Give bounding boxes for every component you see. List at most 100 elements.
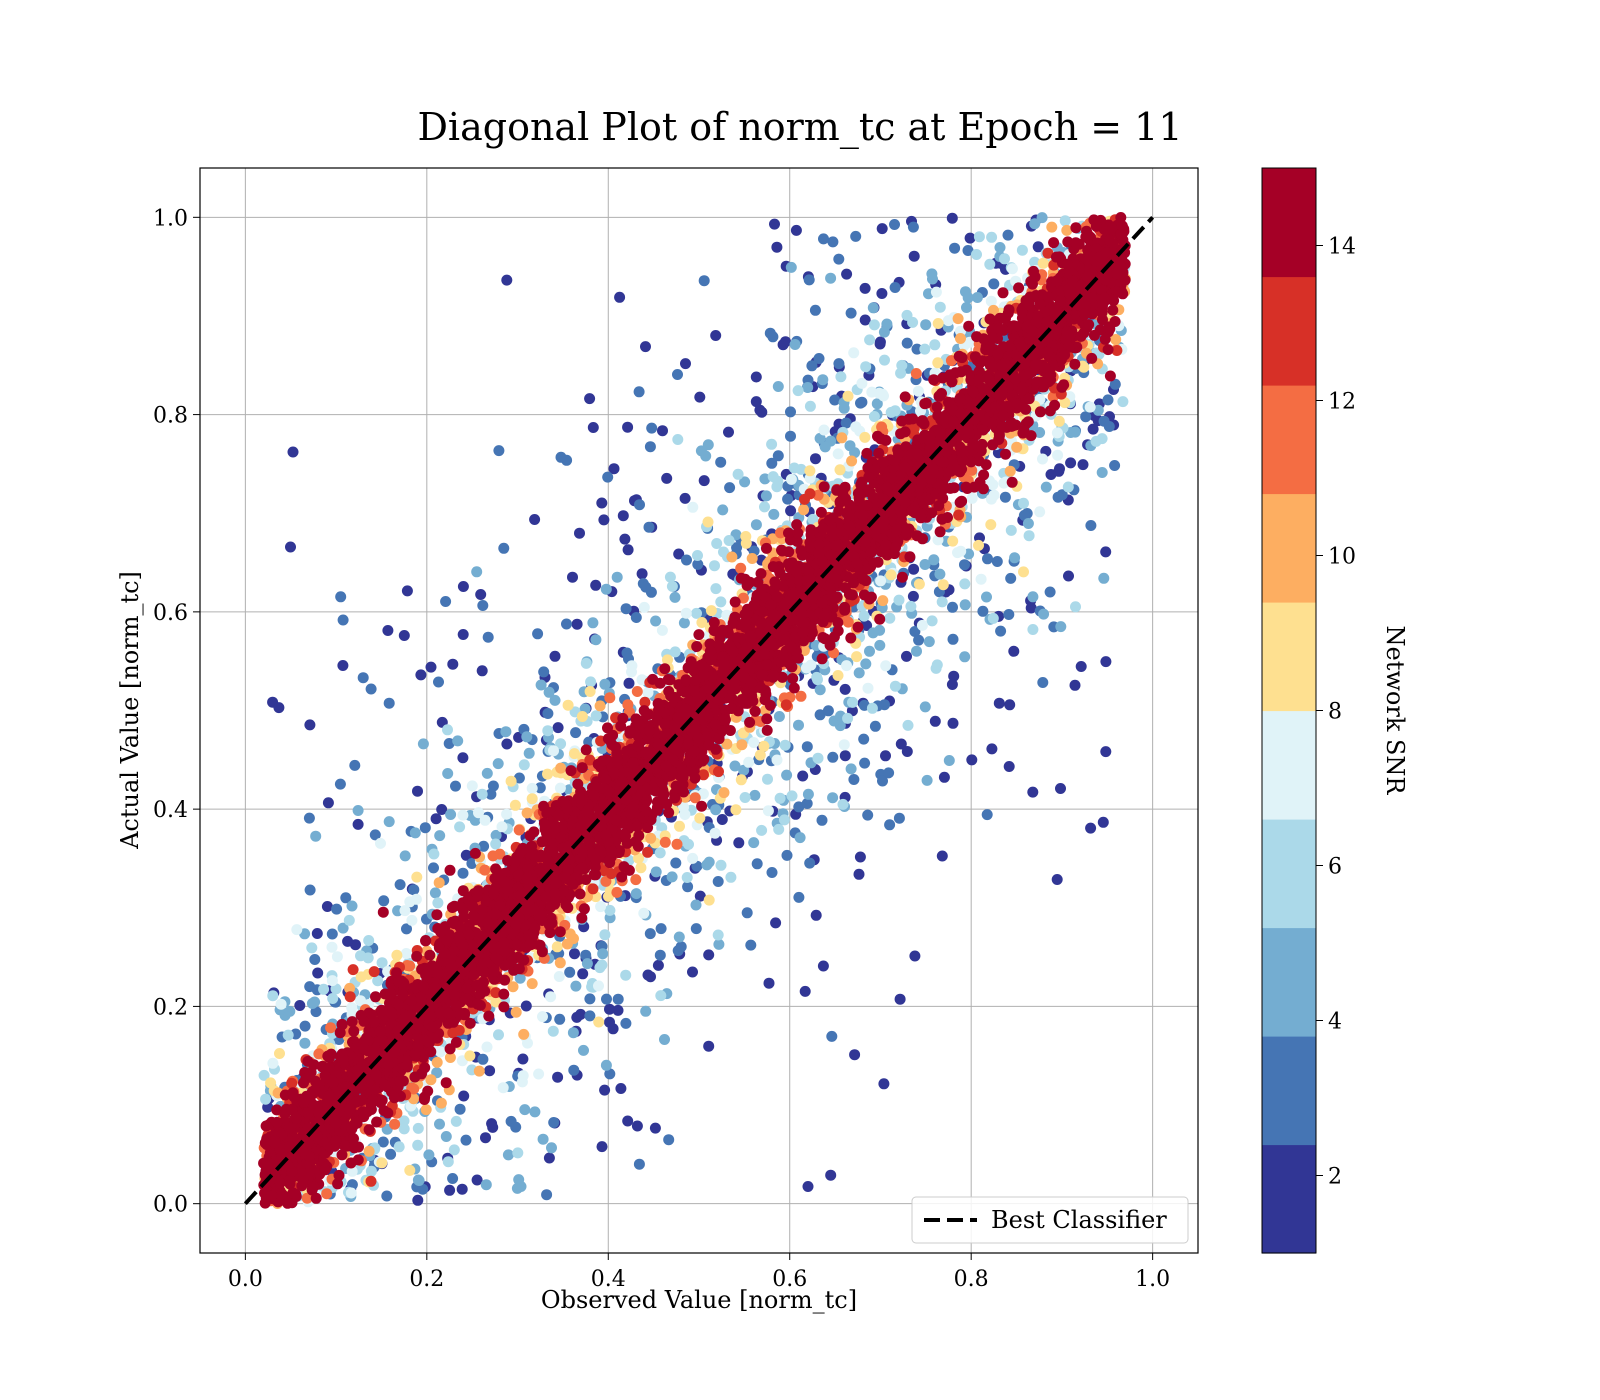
scatter-point <box>674 820 685 832</box>
scatter-point <box>457 629 469 640</box>
scatter-point <box>526 978 538 990</box>
scatter-point <box>331 903 343 915</box>
scatter-point <box>378 895 390 907</box>
scatter-point <box>750 519 762 531</box>
scatter-point <box>795 690 807 702</box>
scatter-point <box>713 766 724 778</box>
scatter-point <box>884 819 896 831</box>
scatter-point <box>703 1040 715 1052</box>
scatter-point <box>841 660 852 672</box>
scatter-point <box>697 788 709 800</box>
scatter-point <box>431 1056 443 1068</box>
scatter-point <box>274 1048 285 1059</box>
scatter-point <box>552 722 564 734</box>
scatter-point <box>498 542 510 554</box>
scatter-point <box>399 850 411 862</box>
scatter-point <box>466 780 478 792</box>
scatter-point <box>526 782 538 794</box>
scatter-point <box>1087 423 1099 435</box>
scatter-point <box>873 387 885 399</box>
scatter-point <box>681 872 693 883</box>
scatter-point <box>973 539 984 551</box>
scatter-point <box>743 756 755 768</box>
scatter-point <box>326 928 338 940</box>
scatter-point <box>932 357 944 369</box>
scatter-point <box>948 670 960 682</box>
scatter-point <box>788 462 800 474</box>
scatter-point <box>408 884 420 896</box>
scatter-point <box>535 679 547 691</box>
scatter-point <box>576 711 588 722</box>
scatter-point <box>729 760 741 772</box>
scatter-point <box>457 867 469 879</box>
scatter-point <box>657 425 668 437</box>
scatter-point <box>860 361 872 373</box>
scatter-point <box>299 1020 311 1032</box>
scatter-point <box>926 268 938 280</box>
scatter-point <box>678 617 690 629</box>
scatter-point <box>670 857 682 869</box>
scatter-point <box>485 788 497 800</box>
scatter-point <box>1109 460 1121 471</box>
scatter-point <box>490 838 502 850</box>
scatter-point <box>424 949 436 961</box>
scatter-point <box>694 391 706 403</box>
scatter-point <box>837 798 849 810</box>
scatter-point <box>947 601 958 613</box>
scatter-point <box>541 1189 553 1201</box>
scatter-point <box>401 585 413 597</box>
scatter-point <box>520 1000 532 1012</box>
scatter-point <box>287 446 299 458</box>
scatter-point <box>943 755 955 766</box>
scatter-point <box>737 592 749 604</box>
scatter-point <box>603 890 614 902</box>
scatter-point <box>1052 491 1064 503</box>
scatter-point <box>867 627 879 639</box>
scatter-point <box>492 758 504 770</box>
scatter-point <box>723 426 734 438</box>
scatter-point <box>267 990 279 1002</box>
scatter-point <box>1038 608 1050 620</box>
scatter-point <box>425 661 437 673</box>
scatter-point <box>594 962 606 974</box>
scatter-point <box>929 715 941 727</box>
scatter-point <box>932 318 944 329</box>
scatter-point <box>938 771 950 783</box>
scatter-point <box>523 747 535 759</box>
scatter-point <box>695 445 707 457</box>
scatter-point <box>412 1122 424 1134</box>
scatter-point <box>874 639 886 651</box>
scatter-point <box>889 282 901 293</box>
scatter-point <box>936 850 948 862</box>
scatter-point <box>901 650 912 662</box>
scatter-point <box>429 887 441 899</box>
scatter-point <box>420 1104 432 1116</box>
scatter-point <box>869 720 881 732</box>
scatter-point <box>962 292 974 304</box>
scatter-point <box>510 1121 522 1133</box>
scatter-point <box>433 676 444 688</box>
scatter-point <box>862 809 874 821</box>
scatter-point <box>942 315 954 327</box>
scatter-point <box>1027 786 1039 798</box>
scatter-point <box>480 1179 492 1191</box>
scatter-point <box>766 457 778 469</box>
scatter-point <box>599 678 611 690</box>
scatter-point <box>554 782 566 794</box>
scatter-point <box>389 1118 401 1130</box>
scatter-point <box>947 535 959 547</box>
scatter-point <box>1077 459 1089 471</box>
scatter-point <box>827 236 839 248</box>
scatter-point <box>848 347 860 359</box>
scatter-point <box>612 993 624 1005</box>
scatter-point <box>687 501 699 513</box>
scatter-point <box>934 568 946 580</box>
scatter-point <box>448 1144 460 1156</box>
scatter-point <box>310 830 322 842</box>
scatter-point <box>377 1136 389 1148</box>
scatter-point <box>526 793 538 805</box>
scatter-point <box>477 1053 489 1065</box>
scatter-point <box>642 846 654 858</box>
scatter-point <box>649 1122 661 1134</box>
